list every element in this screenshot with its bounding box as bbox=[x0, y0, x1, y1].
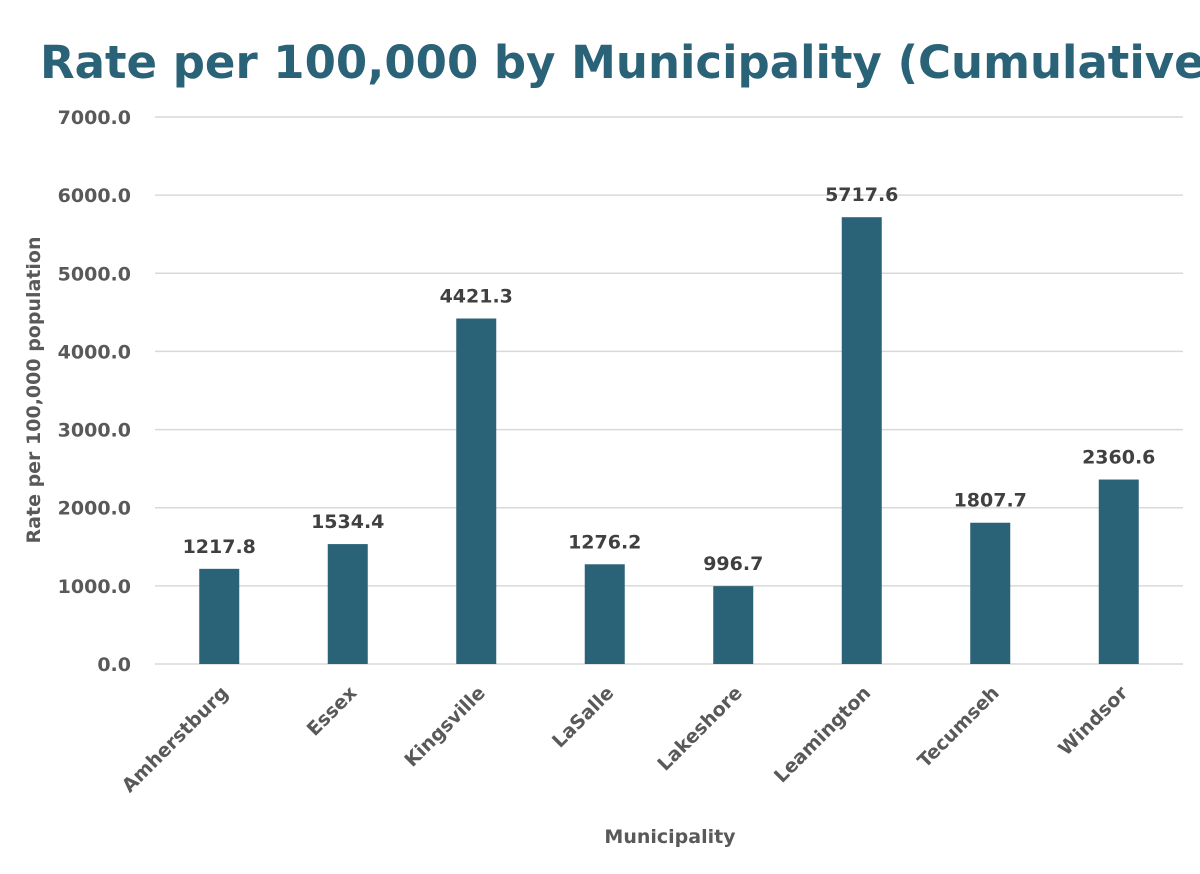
bar-essex bbox=[327, 544, 368, 664]
x-tick-label: Kingsville bbox=[400, 682, 489, 771]
data-label: 1276.2 bbox=[568, 531, 641, 553]
x-tick-label: Amherstburg bbox=[118, 682, 233, 797]
gridlines bbox=[155, 116, 1183, 665]
data-labels: 1217.8 1534.4 4421.3 1276.2 996.7 5717.6 1807.… bbox=[183, 184, 1156, 575]
x-tick-label: Tecumseh bbox=[914, 682, 1004, 772]
data-label: 1534.4 bbox=[311, 511, 384, 533]
y-tick-label: 7000.0 bbox=[58, 107, 131, 129]
bar-leamington bbox=[841, 217, 882, 665]
bars bbox=[199, 217, 1139, 665]
x-tick-label: Windsor bbox=[1054, 682, 1132, 760]
y-axis-ticks: 0.0 1000.0 2000.0 3000.0 4000.0 5000.0 6000.0 7… bbox=[58, 107, 131, 676]
data-label: 4421.3 bbox=[440, 286, 513, 308]
bar-kingsville bbox=[456, 318, 497, 664]
bar-windsor bbox=[1098, 479, 1139, 664]
y-tick-label: 1000.0 bbox=[58, 576, 131, 598]
y-tick-label: 3000.0 bbox=[58, 420, 131, 442]
x-tick-label: Essex bbox=[303, 682, 362, 741]
data-label: 2360.6 bbox=[1082, 447, 1155, 469]
y-tick-label: 5000.0 bbox=[58, 263, 131, 285]
y-tick-label: 6000.0 bbox=[58, 185, 131, 207]
y-tick-label: 2000.0 bbox=[58, 498, 131, 520]
data-label: 5717.6 bbox=[825, 184, 898, 206]
x-tick-label: Lakeshore bbox=[653, 682, 746, 775]
x-axis-ticks: Amherstburg Essex Kingsville LaSalle Lakesho… bbox=[118, 682, 1133, 798]
bar-tecumseh bbox=[970, 522, 1011, 664]
y-tick-label: 0.0 bbox=[97, 654, 131, 676]
bar-amherstburg bbox=[199, 568, 240, 664]
y-tick-label: 4000.0 bbox=[58, 341, 131, 363]
bar-lasalle bbox=[584, 564, 625, 664]
y-axis-label: Rate per 100,000 population bbox=[23, 237, 45, 544]
chart-title: Rate per 100,000 by Municipality (Cumula… bbox=[40, 36, 1200, 89]
data-label: 1217.8 bbox=[183, 536, 256, 558]
bar-lakeshore bbox=[713, 586, 754, 664]
x-tick-label: LaSalle bbox=[548, 682, 618, 752]
x-axis-label: Municipality bbox=[604, 826, 736, 848]
x-tick-label: Leamington bbox=[770, 682, 875, 787]
data-label: 1807.7 bbox=[954, 490, 1027, 512]
data-label: 996.7 bbox=[703, 553, 763, 575]
